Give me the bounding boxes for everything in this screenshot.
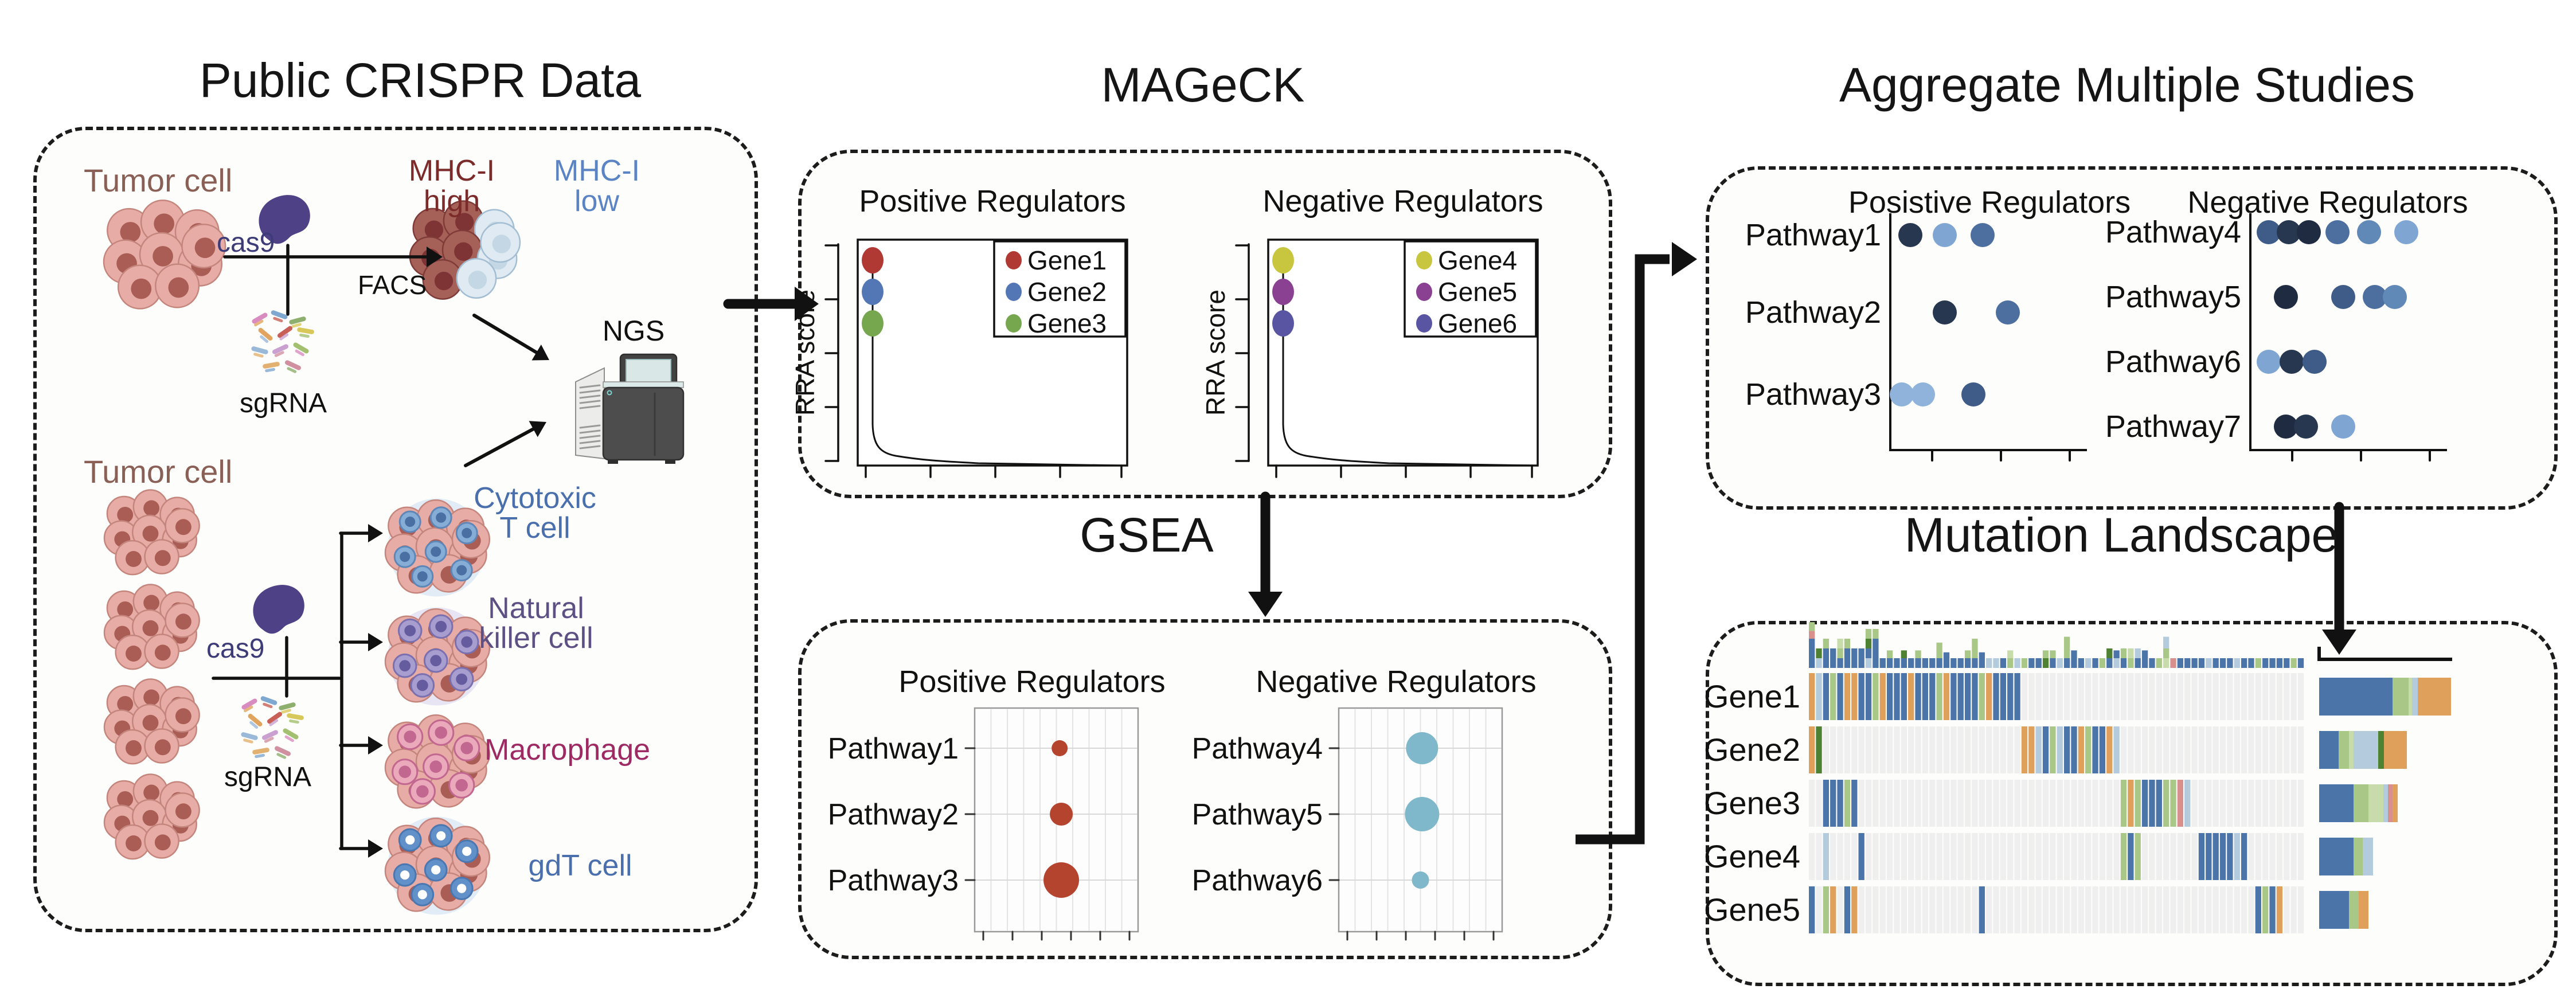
aggregate-neg-subtitle: Negative Regulators bbox=[2187, 185, 2468, 220]
cytotoxic-t-cell-label: Cytotoxic T cell bbox=[449, 483, 621, 543]
tumor-cell-label-top: Tumor cell bbox=[84, 162, 233, 198]
title-public-crispr-data: Public CRISPR Data bbox=[199, 53, 642, 107]
cas9-label-top: cas9 bbox=[217, 228, 275, 258]
sgrna-label-top: sgRNA bbox=[239, 388, 327, 419]
aggregate-pos-subtitle: Posistive Regulators bbox=[1848, 185, 2131, 220]
tumor-cell-label-bottom: Tumor cell bbox=[84, 454, 233, 490]
cytotoxic-line2: T cell bbox=[499, 511, 570, 545]
cytotoxic-line1: Cytotoxic bbox=[474, 482, 596, 515]
mhc-low-line1: MHC-I bbox=[553, 154, 640, 187]
natural-killer-cell-label: Natural killer cell bbox=[450, 593, 622, 653]
title-aggregate: Aggregate Multiple Studies bbox=[1839, 58, 2415, 112]
gsea-pos-subtitle: Positive Regulators bbox=[898, 664, 1166, 699]
cas9-label-bottom: cas9 bbox=[206, 634, 265, 664]
mhc-high-line2: high bbox=[423, 185, 480, 218]
nk-line1: Natural bbox=[488, 592, 584, 625]
macrophage-label: Macrophage bbox=[484, 733, 651, 767]
panel-public-crispr-data bbox=[33, 127, 758, 932]
mhc-low-label: MHC-I low bbox=[540, 154, 654, 218]
sgrna-label-bottom: sgRNA bbox=[224, 762, 312, 792]
mageck-pos-subtitle: Positive Regulators bbox=[859, 184, 1126, 218]
mhc-high-label: MHC-I high bbox=[394, 154, 509, 218]
arrow-head bbox=[1248, 592, 1283, 617]
nk-line2: killer cell bbox=[479, 621, 593, 655]
mageck-neg-subtitle: Negative Regulators bbox=[1262, 184, 1543, 218]
gsea-neg-subtitle: Negative Regulators bbox=[1256, 664, 1537, 699]
panel-mutation-landscape bbox=[1706, 621, 2558, 986]
ngs-label: NGS bbox=[602, 315, 665, 347]
gdt-cell-label: gdT cell bbox=[528, 849, 632, 882]
arrow-head bbox=[1672, 242, 1697, 276]
title-mageck: MAGeCK bbox=[1101, 58, 1305, 112]
title-gsea: GSEA bbox=[1080, 508, 1214, 562]
mhc-low-line2: low bbox=[574, 185, 620, 218]
facs-label: FACS bbox=[358, 270, 427, 300]
mhc-high-line1: MHC-I bbox=[408, 154, 495, 187]
title-mutation-landscape: Mutation Landscape bbox=[1904, 508, 2339, 562]
